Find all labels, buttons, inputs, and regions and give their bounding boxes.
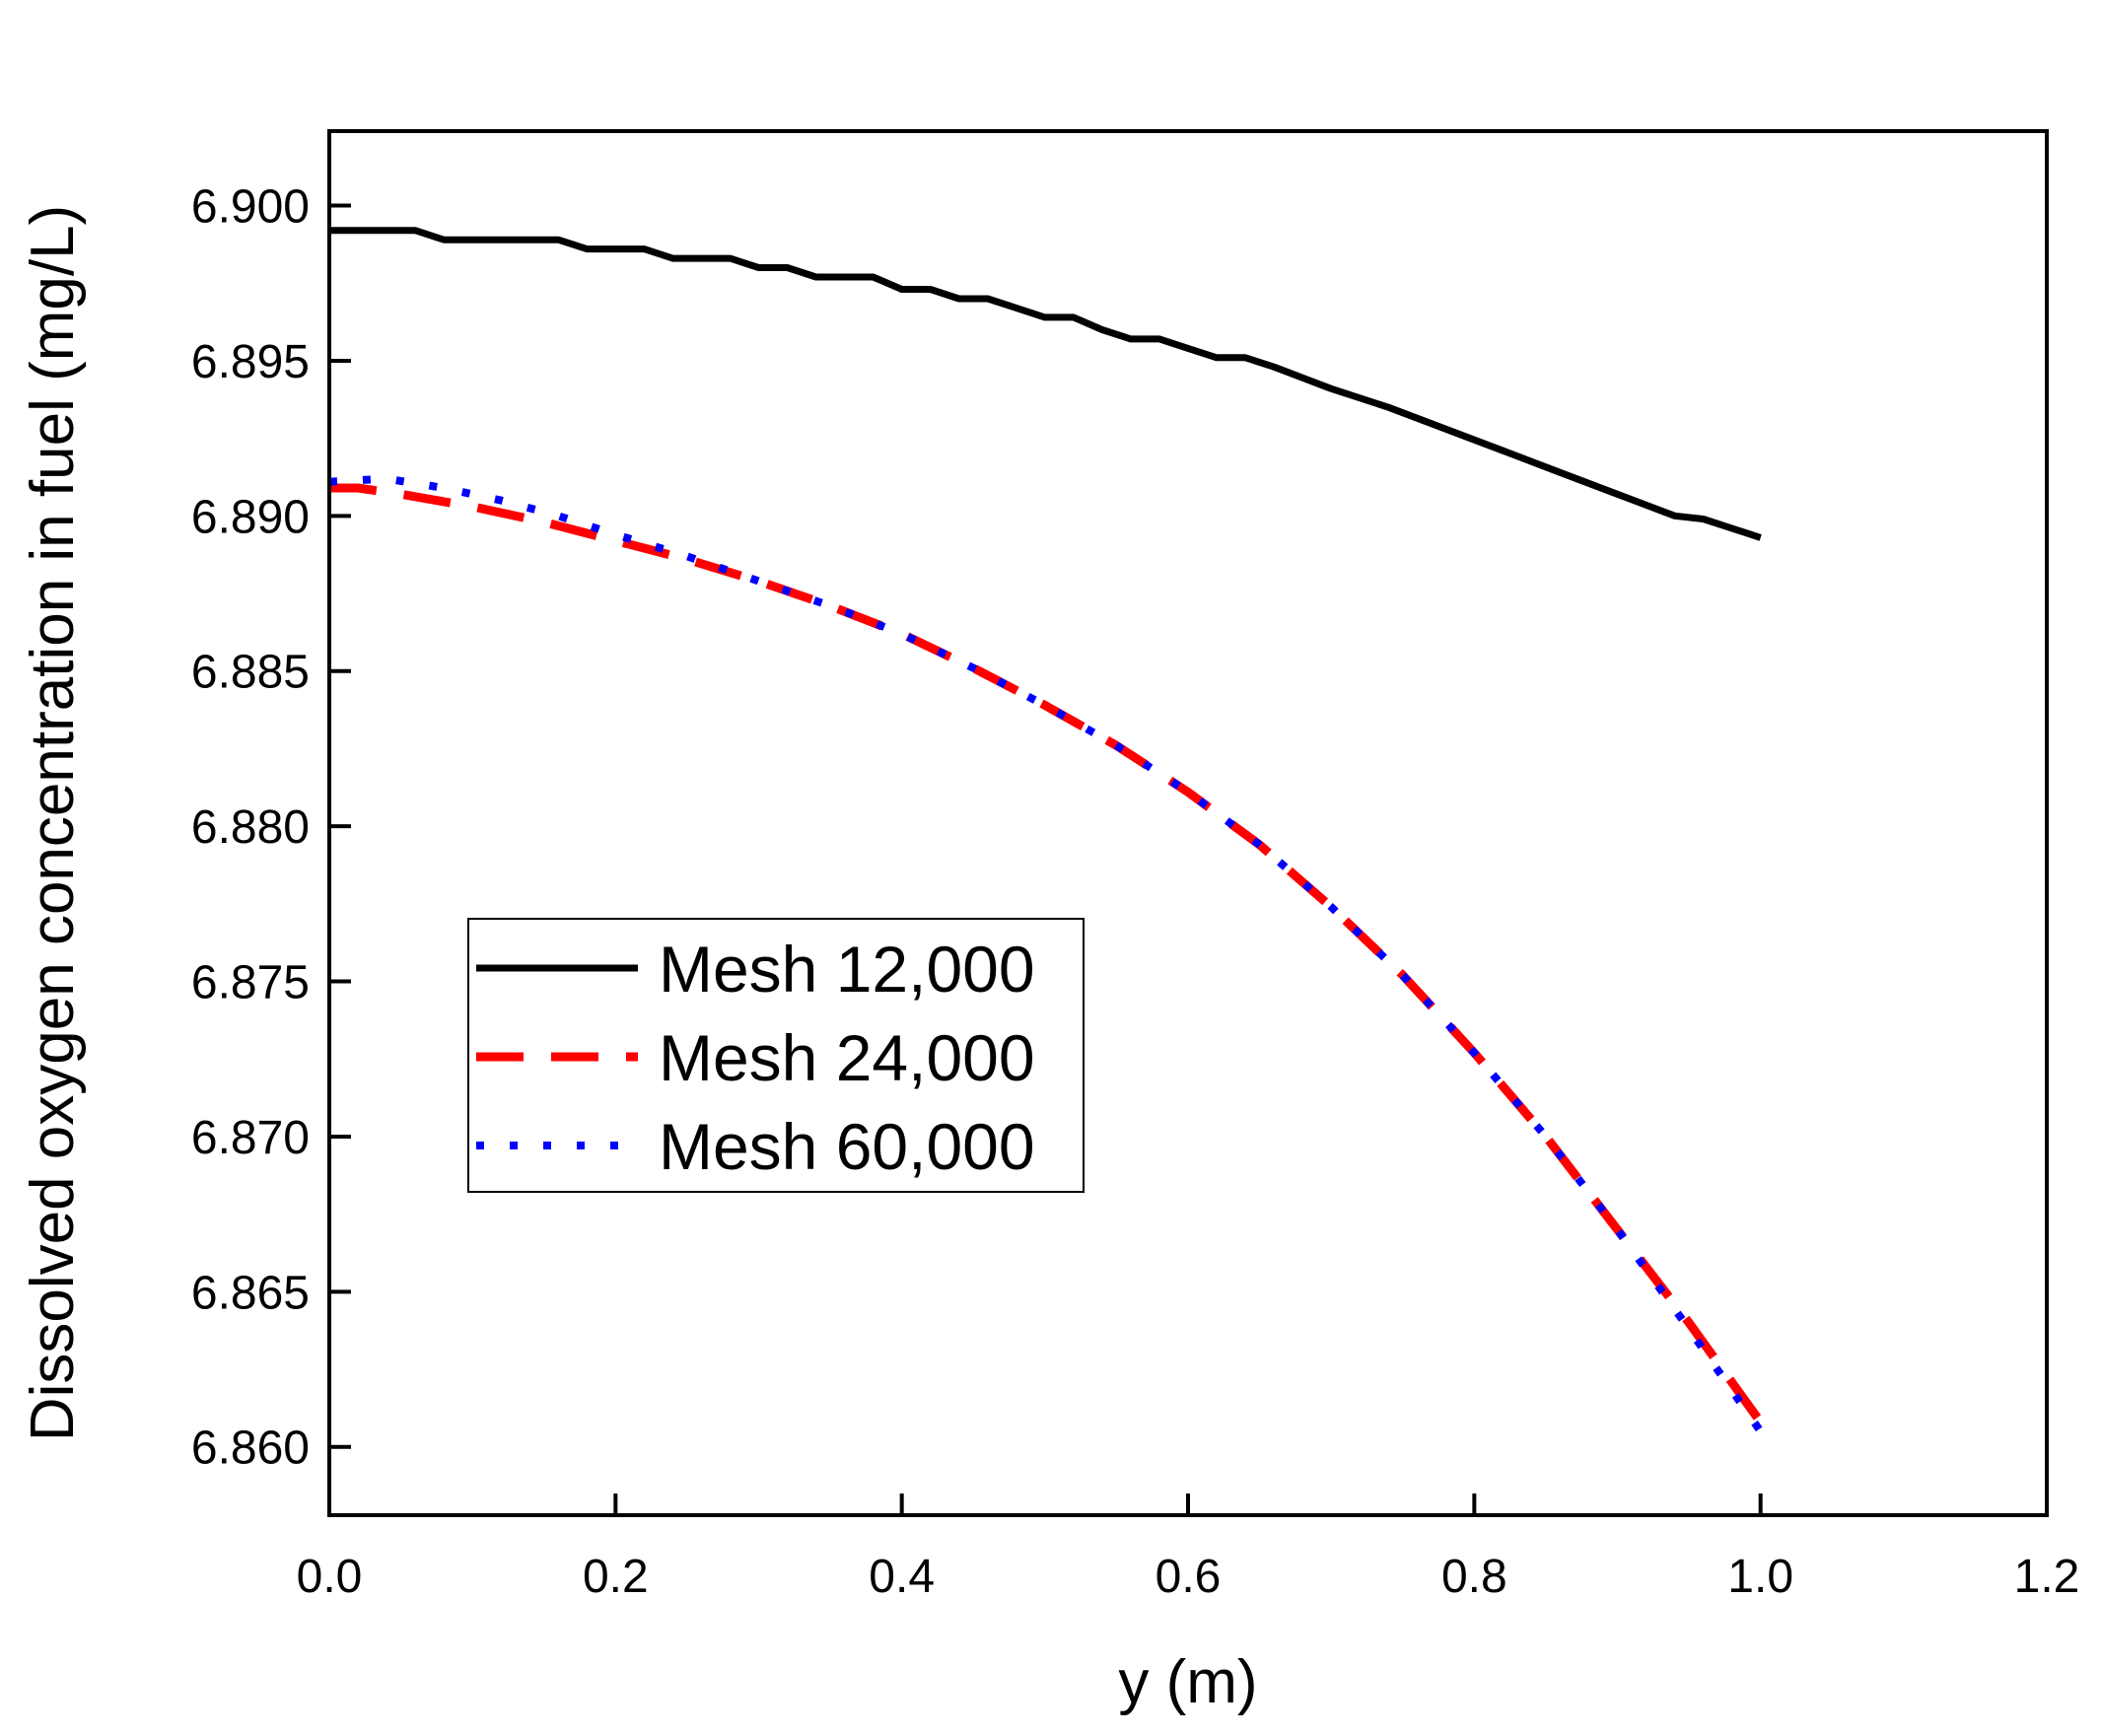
legend-label-mesh-12000: Mesh 12,000 xyxy=(659,933,1035,1006)
y-tick-label: 6.865 xyxy=(191,1267,310,1319)
series-line-mesh-12-000 xyxy=(329,227,1762,541)
series-line-mesh-24-000 xyxy=(329,483,1765,1425)
y-tick-label: 6.860 xyxy=(191,1423,310,1475)
x-axis-title: y (m) xyxy=(1118,1648,1257,1716)
legend: Mesh 12,000 Mesh 24,000 Mesh 60,000 xyxy=(467,918,1085,1193)
series-layer xyxy=(328,227,1765,1434)
y-tick-label: 6.880 xyxy=(191,801,310,854)
y-axis-title: Dissolved oxygen concentration in fuel (… xyxy=(19,205,87,1441)
y-tick-label: 6.890 xyxy=(191,491,310,543)
series-line-mesh-60-000 xyxy=(328,474,1764,1434)
y-tick-label: 6.870 xyxy=(191,1112,310,1164)
y-tick-label: 6.875 xyxy=(191,957,310,1009)
y-axis-ticks: 6.860 6.865 6.870 6.875 6.880 6.885 6.890 6.895… xyxy=(191,181,351,1475)
legend-label-mesh-60000: Mesh 60,000 xyxy=(659,1110,1035,1183)
y-tick-label: 6.895 xyxy=(191,336,310,388)
x-axis-ticks: 0.0 0.2 0.4 0.6 0.8 1.0 1.2 xyxy=(297,1493,2080,1603)
y-tick-label: 6.885 xyxy=(191,647,310,699)
x-tick-label: 0.6 xyxy=(1156,1551,1222,1603)
legend-label-mesh-24000: Mesh 24,000 xyxy=(659,1021,1035,1094)
y-tick-label: 6.900 xyxy=(191,181,310,234)
x-tick-label: 0.4 xyxy=(869,1551,935,1603)
x-tick-label: 1.2 xyxy=(2014,1551,2080,1603)
x-tick-label: 1.0 xyxy=(1727,1551,1793,1603)
x-tick-label: 0.8 xyxy=(1441,1551,1507,1603)
x-tick-label: 0.2 xyxy=(583,1551,649,1603)
x-tick-label: 0.0 xyxy=(297,1551,363,1603)
